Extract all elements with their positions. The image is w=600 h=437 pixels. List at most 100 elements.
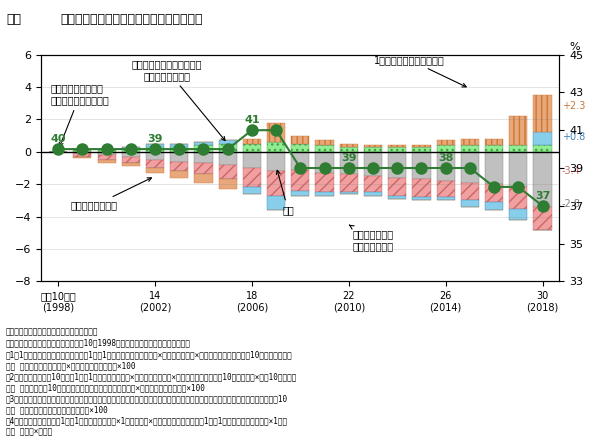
Bar [291, 152, 310, 170]
Bar [340, 192, 358, 194]
Bar [533, 95, 551, 132]
Bar [218, 152, 237, 165]
Text: 国産米熱量の減少: 国産米熱量の減少 [71, 178, 151, 211]
Text: 小麦、大豆、新規需要米の
国内生産量の増加: 小麦、大豆、新規需要米の 国内生産量の増加 [132, 59, 225, 141]
Bar [437, 140, 455, 146]
Text: +2.3: +2.3 [562, 101, 585, 111]
Bar [73, 152, 91, 153]
Bar [243, 139, 261, 144]
Bar [412, 147, 431, 152]
Bar [291, 191, 310, 195]
Bar [485, 152, 503, 184]
Text: その他の品目の
国産熱量の減少: その他の品目の 国産熱量の減少 [349, 225, 394, 251]
Bar [122, 156, 140, 163]
Bar [437, 146, 455, 152]
Text: 38: 38 [438, 153, 454, 163]
Bar [218, 165, 237, 179]
Bar [461, 201, 479, 207]
Bar [509, 116, 527, 146]
Bar [267, 123, 285, 142]
Bar [291, 135, 310, 144]
Bar [485, 184, 503, 202]
Text: +0.8: +0.8 [562, 132, 585, 142]
Bar [243, 168, 261, 187]
Bar [509, 146, 527, 152]
Bar [509, 208, 527, 220]
Bar [194, 174, 212, 183]
Bar [146, 147, 164, 152]
Bar [291, 170, 310, 191]
Text: 図２: 図２ [6, 13, 21, 26]
Bar [170, 171, 188, 178]
Bar [267, 142, 285, 152]
Bar [533, 146, 551, 152]
Bar [509, 152, 527, 187]
Text: 40: 40 [50, 134, 66, 144]
Bar [509, 187, 527, 208]
Bar [364, 192, 382, 195]
Bar [340, 152, 358, 174]
Text: 1人当たり供給熱量の減少: 1人当たり供給熱量の減少 [374, 55, 466, 87]
Bar [194, 152, 212, 163]
Bar [291, 144, 310, 152]
Bar [267, 171, 285, 195]
Text: -2.8: -2.8 [562, 199, 581, 208]
Bar [437, 181, 455, 197]
Bar [194, 142, 212, 146]
Bar [412, 179, 431, 197]
Bar [243, 144, 261, 152]
Bar [218, 140, 237, 144]
Bar [437, 152, 455, 181]
Bar [316, 173, 334, 192]
Text: 39: 39 [147, 134, 163, 144]
Bar [73, 156, 91, 158]
Bar [388, 195, 406, 199]
Bar [340, 174, 358, 192]
Bar [485, 146, 503, 152]
Bar [364, 176, 382, 192]
Text: 41: 41 [244, 115, 260, 125]
Bar [146, 144, 164, 147]
Bar [122, 152, 140, 156]
Bar [388, 152, 406, 178]
Bar [98, 150, 116, 152]
Bar [485, 202, 503, 210]
Bar [122, 147, 140, 149]
Bar [146, 152, 164, 160]
Bar [267, 195, 285, 210]
Bar [73, 150, 91, 152]
Text: 供給熱量ベース総合食料自給率への寄与度: 供給熱量ベース総合食料自給率への寄与度 [60, 13, 203, 26]
Text: 供給熱量ベース総合
食料自給率（右目盛）: 供給熱量ベース総合 食料自給率（右目盛） [51, 83, 110, 146]
Bar [146, 168, 164, 173]
Bar [243, 187, 261, 194]
Bar [340, 144, 358, 147]
Bar [218, 179, 237, 189]
Bar [98, 152, 116, 155]
Bar [388, 178, 406, 195]
Bar [340, 147, 358, 152]
Bar [461, 146, 479, 152]
Bar [412, 197, 431, 201]
Bar [122, 149, 140, 152]
Bar [170, 144, 188, 147]
Bar [98, 155, 116, 160]
Bar [412, 146, 431, 147]
Bar [364, 152, 382, 176]
Bar [73, 153, 91, 156]
Bar [146, 160, 164, 168]
Bar [388, 146, 406, 147]
Bar [122, 163, 140, 166]
Text: 39: 39 [341, 153, 356, 163]
Bar [533, 132, 551, 146]
Bar [461, 139, 479, 146]
Bar [364, 147, 382, 152]
Text: 資料：農林水産省「食料需給表」を基に作成
注：各年度における寄与度は全て平成10（1998）年度を基準とし、次式により算出
　1）1人当たり供給熱量の減少＝－（: 資料：農林水産省「食料需給表」を基に作成 注：各年度における寄与度は全て平成10… [6, 328, 298, 437]
Bar [316, 192, 334, 195]
Bar [98, 160, 116, 163]
Bar [461, 152, 479, 183]
Text: 人口: 人口 [277, 170, 294, 215]
Bar [412, 152, 431, 179]
Bar [170, 152, 188, 162]
Bar [243, 152, 261, 168]
Text: -3.4: -3.4 [562, 166, 581, 176]
